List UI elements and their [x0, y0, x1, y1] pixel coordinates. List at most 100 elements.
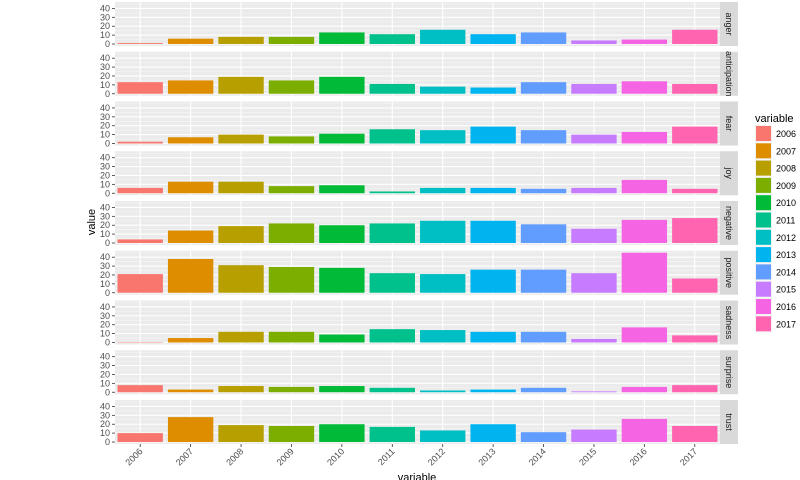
bar-anticipation-2013 — [470, 87, 516, 94]
bar-sadness-2016 — [621, 327, 668, 343]
legend-label: 2017 — [776, 319, 796, 329]
bar-surprise-2012 — [420, 390, 466, 393]
y-tick-label: 20 — [100, 369, 110, 379]
y-tick-label: 40 — [100, 352, 110, 362]
panel-background — [115, 2, 720, 46]
y-tick-label: 10 — [100, 30, 110, 40]
y-tick-label: 0 — [105, 238, 110, 248]
legend-item-2011: 2011 — [755, 211, 795, 229]
bar-positive-2008 — [218, 265, 264, 293]
legend-item-2009: 2009 — [755, 176, 796, 194]
legend-swatch — [756, 212, 771, 228]
panel-background — [115, 350, 720, 395]
bar-surprise-2016 — [621, 386, 668, 393]
y-tick-label: 10 — [100, 80, 110, 90]
facet-strip — [720, 51, 738, 96]
legend-item-2010: 2010 — [755, 194, 796, 212]
bar-sadness-2009 — [268, 331, 315, 343]
y-tick-label: 30 — [100, 261, 110, 271]
bar-fear-2011 — [369, 129, 415, 144]
x-tick-label: 2008 — [224, 446, 245, 467]
x-axis-label: variable — [398, 472, 437, 480]
bar-fear-2017 — [672, 126, 718, 144]
panel-background — [115, 151, 720, 196]
legend-swatch — [756, 126, 771, 141]
bar-trust-2015 — [571, 429, 617, 442]
bar-positive-2013 — [470, 269, 516, 293]
x-tick-label: 2017 — [678, 446, 699, 467]
bar-joy-2015 — [571, 187, 617, 194]
y-tick-label: 40 — [100, 302, 110, 312]
legend-item-2016: 2016 — [755, 298, 796, 315]
legend-label: 2010 — [776, 198, 796, 208]
bar-surprise-2009 — [268, 386, 315, 393]
legend-title: variable — [755, 113, 794, 125]
bar-negative-2016 — [621, 219, 668, 243]
legend-item-2017: 2017 — [755, 315, 796, 333]
bar-anger-2006 — [117, 43, 163, 44]
bar-positive-2016 — [621, 252, 668, 293]
bar-fear-2013 — [470, 126, 516, 144]
legend-swatch — [756, 264, 771, 280]
bar-trust-2017 — [672, 426, 718, 442]
y-tick-label: 10 — [100, 279, 110, 289]
x-tick-label: 2014 — [527, 446, 548, 467]
bar-surprise-2017 — [672, 385, 718, 393]
legend-swatch — [756, 281, 771, 297]
legend-item-2013: 2013 — [755, 246, 796, 264]
bar-sadness-2017 — [672, 335, 718, 343]
bar-anticipation-2010 — [319, 76, 365, 94]
bar-anger-2014 — [520, 32, 567, 44]
bar-trust-2016 — [621, 418, 668, 442]
facet-strip-label: anticipation — [724, 51, 734, 97]
bar-anger-2012 — [420, 29, 466, 44]
bar-joy-2013 — [470, 187, 516, 194]
panel-background — [115, 101, 720, 146]
legend-label: 2013 — [776, 250, 796, 260]
legend-item-2012: 2012 — [755, 228, 796, 246]
facet-strip — [720, 300, 738, 345]
facet-strip-label: surprise — [724, 356, 734, 388]
bar-joy-2017 — [672, 188, 718, 194]
bar-sadness-2012 — [420, 330, 466, 343]
bar-fear-2014 — [520, 130, 567, 144]
y-tick-label: 10 — [100, 229, 110, 239]
legend-label: 2014 — [776, 267, 796, 277]
bar-sadness-2007 — [167, 338, 214, 343]
bar-anticipation-2012 — [420, 86, 466, 94]
y-tick-label: 0 — [105, 437, 110, 447]
bar-fear-2007 — [167, 137, 214, 144]
bar-positive-2015 — [571, 273, 617, 293]
y-tick-label: 0 — [105, 338, 110, 348]
legend-swatch — [756, 195, 771, 211]
legend-swatch — [756, 177, 771, 193]
bar-trust-2009 — [268, 426, 315, 442]
panel-background — [115, 300, 720, 345]
bar-negative-2014 — [520, 224, 567, 243]
bar-fear-2012 — [420, 130, 466, 144]
bar-anger-2007 — [167, 38, 214, 44]
bar-positive-2014 — [520, 269, 567, 293]
bar-fear-2016 — [621, 131, 668, 144]
facet-strip-label: sadness — [724, 306, 734, 340]
bar-joy-2009 — [268, 186, 315, 194]
y-tick-label: 40 — [100, 202, 110, 212]
bar-anticipation-2011 — [369, 83, 415, 94]
legend-label: 2011 — [776, 216, 795, 226]
bar-positive-2017 — [672, 278, 718, 293]
bar-trust-2014 — [520, 432, 567, 442]
bar-fear-2006 — [117, 141, 163, 144]
bar-joy-2016 — [621, 179, 668, 194]
y-tick-label: 40 — [100, 103, 110, 113]
bar-surprise-2011 — [369, 387, 415, 393]
legend-label: 2015 — [776, 285, 796, 295]
bar-anticipation-2015 — [571, 83, 617, 94]
bar-anger-2016 — [621, 39, 668, 44]
panel-background — [115, 250, 720, 295]
bar-surprise-2014 — [520, 387, 567, 393]
legend-swatch — [756, 247, 771, 263]
bar-anticipation-2008 — [218, 76, 264, 94]
y-tick-label: 30 — [100, 410, 110, 420]
legend-item-2014: 2014 — [755, 263, 796, 281]
